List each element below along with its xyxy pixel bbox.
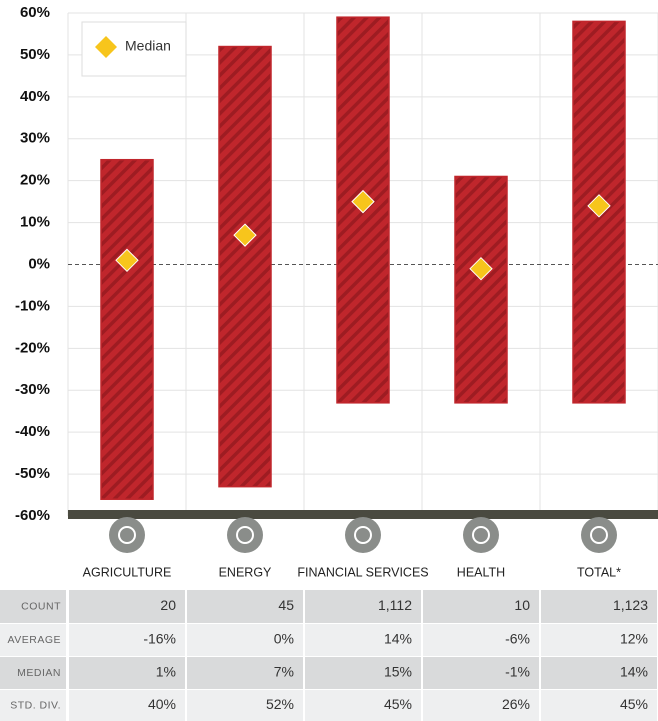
table-value: 15% [384,664,412,680]
table-cell [69,690,185,721]
range-bar [100,158,154,500]
range-bar [454,175,508,404]
median-marker [351,189,375,214]
table-value: 20 [160,597,176,613]
category-icon-detail [472,526,490,544]
table-value: -1% [505,664,530,680]
table-cell [305,590,421,623]
table-cell [187,690,303,721]
y-tick-label: 40% [20,88,50,105]
baseline [68,510,658,519]
table-cell [305,624,421,656]
category-label: FINANCIAL SERVICES [297,565,428,579]
y-tick-label: 10% [20,214,50,231]
table-cell [69,624,185,656]
category-icon [109,517,145,553]
legend-marker [95,36,117,58]
table-cell [423,690,539,721]
table-cell [423,624,539,656]
median-marker [233,223,257,247]
table-cell [541,590,657,623]
y-tick-label: 60% [20,4,50,21]
table-cell [541,657,657,689]
row-label-cell [0,624,66,656]
table-cell [541,690,657,721]
y-tick-label: 30% [20,130,50,147]
row-label: STD. DIV. [10,699,61,711]
table-value: 45% [620,696,648,712]
category-icon [463,517,499,553]
table-value: 10 [514,597,530,613]
table-value: 12% [620,631,648,647]
category-label: ENERGY [219,565,272,579]
range-bar [218,45,272,488]
category-icon-detail [118,526,136,544]
category-label: AGRICULTURE [83,565,172,579]
legend-label: Median [125,38,171,54]
category-label: TOTAL* [577,565,621,579]
table-cell [541,624,657,656]
y-tick-label: -40% [15,423,50,440]
table-cell [305,690,421,721]
table-cell [187,657,303,689]
category-icon-detail [590,526,608,544]
category-icon [581,517,617,553]
table-value: 14% [384,631,412,647]
table-value: 1,112 [378,597,412,613]
table-value: 26% [502,696,530,712]
table-value: 14% [620,664,648,680]
row-label-cell [0,590,66,623]
table-value: 7% [274,664,294,680]
y-tick-label: -60% [15,507,50,524]
table-cell [69,590,185,623]
table-value: 1% [156,664,176,680]
table-cell [305,657,421,689]
table-value: 40% [148,696,176,712]
y-tick-label: 20% [20,172,50,189]
table-value: -16% [143,631,176,647]
y-tick-label: -20% [15,339,50,356]
table-cell [187,590,303,623]
table-value: 45 [278,597,294,613]
category-icon [345,517,381,553]
table-value: 0% [274,631,294,647]
table-value: 45% [384,696,412,712]
median-marker [469,256,493,281]
table-value: 1,123 [613,597,648,613]
row-label-cell [0,657,66,689]
row-label: AVERAGE [8,634,62,646]
table-cell [423,657,539,689]
y-tick-label: -30% [15,381,50,398]
y-tick-label: 0% [28,255,50,272]
table-value: -6% [505,631,530,647]
category-label: HEALTH [457,565,505,579]
category-icon-detail [236,526,254,544]
y-tick-label: -50% [15,465,50,482]
table-cell [423,590,539,623]
category-icon-detail [354,526,372,544]
y-tick-label: 50% [20,46,50,63]
category-icon [227,517,263,553]
table-value: 52% [266,696,294,712]
median-marker [115,248,139,273]
row-label-cell [0,690,66,721]
table-cell [69,657,185,689]
median-marker [587,194,611,218]
row-label: MEDIAN [17,667,61,679]
table-cell [187,624,303,656]
row-label: COUNT [21,600,61,612]
y-tick-label: -10% [15,297,50,314]
